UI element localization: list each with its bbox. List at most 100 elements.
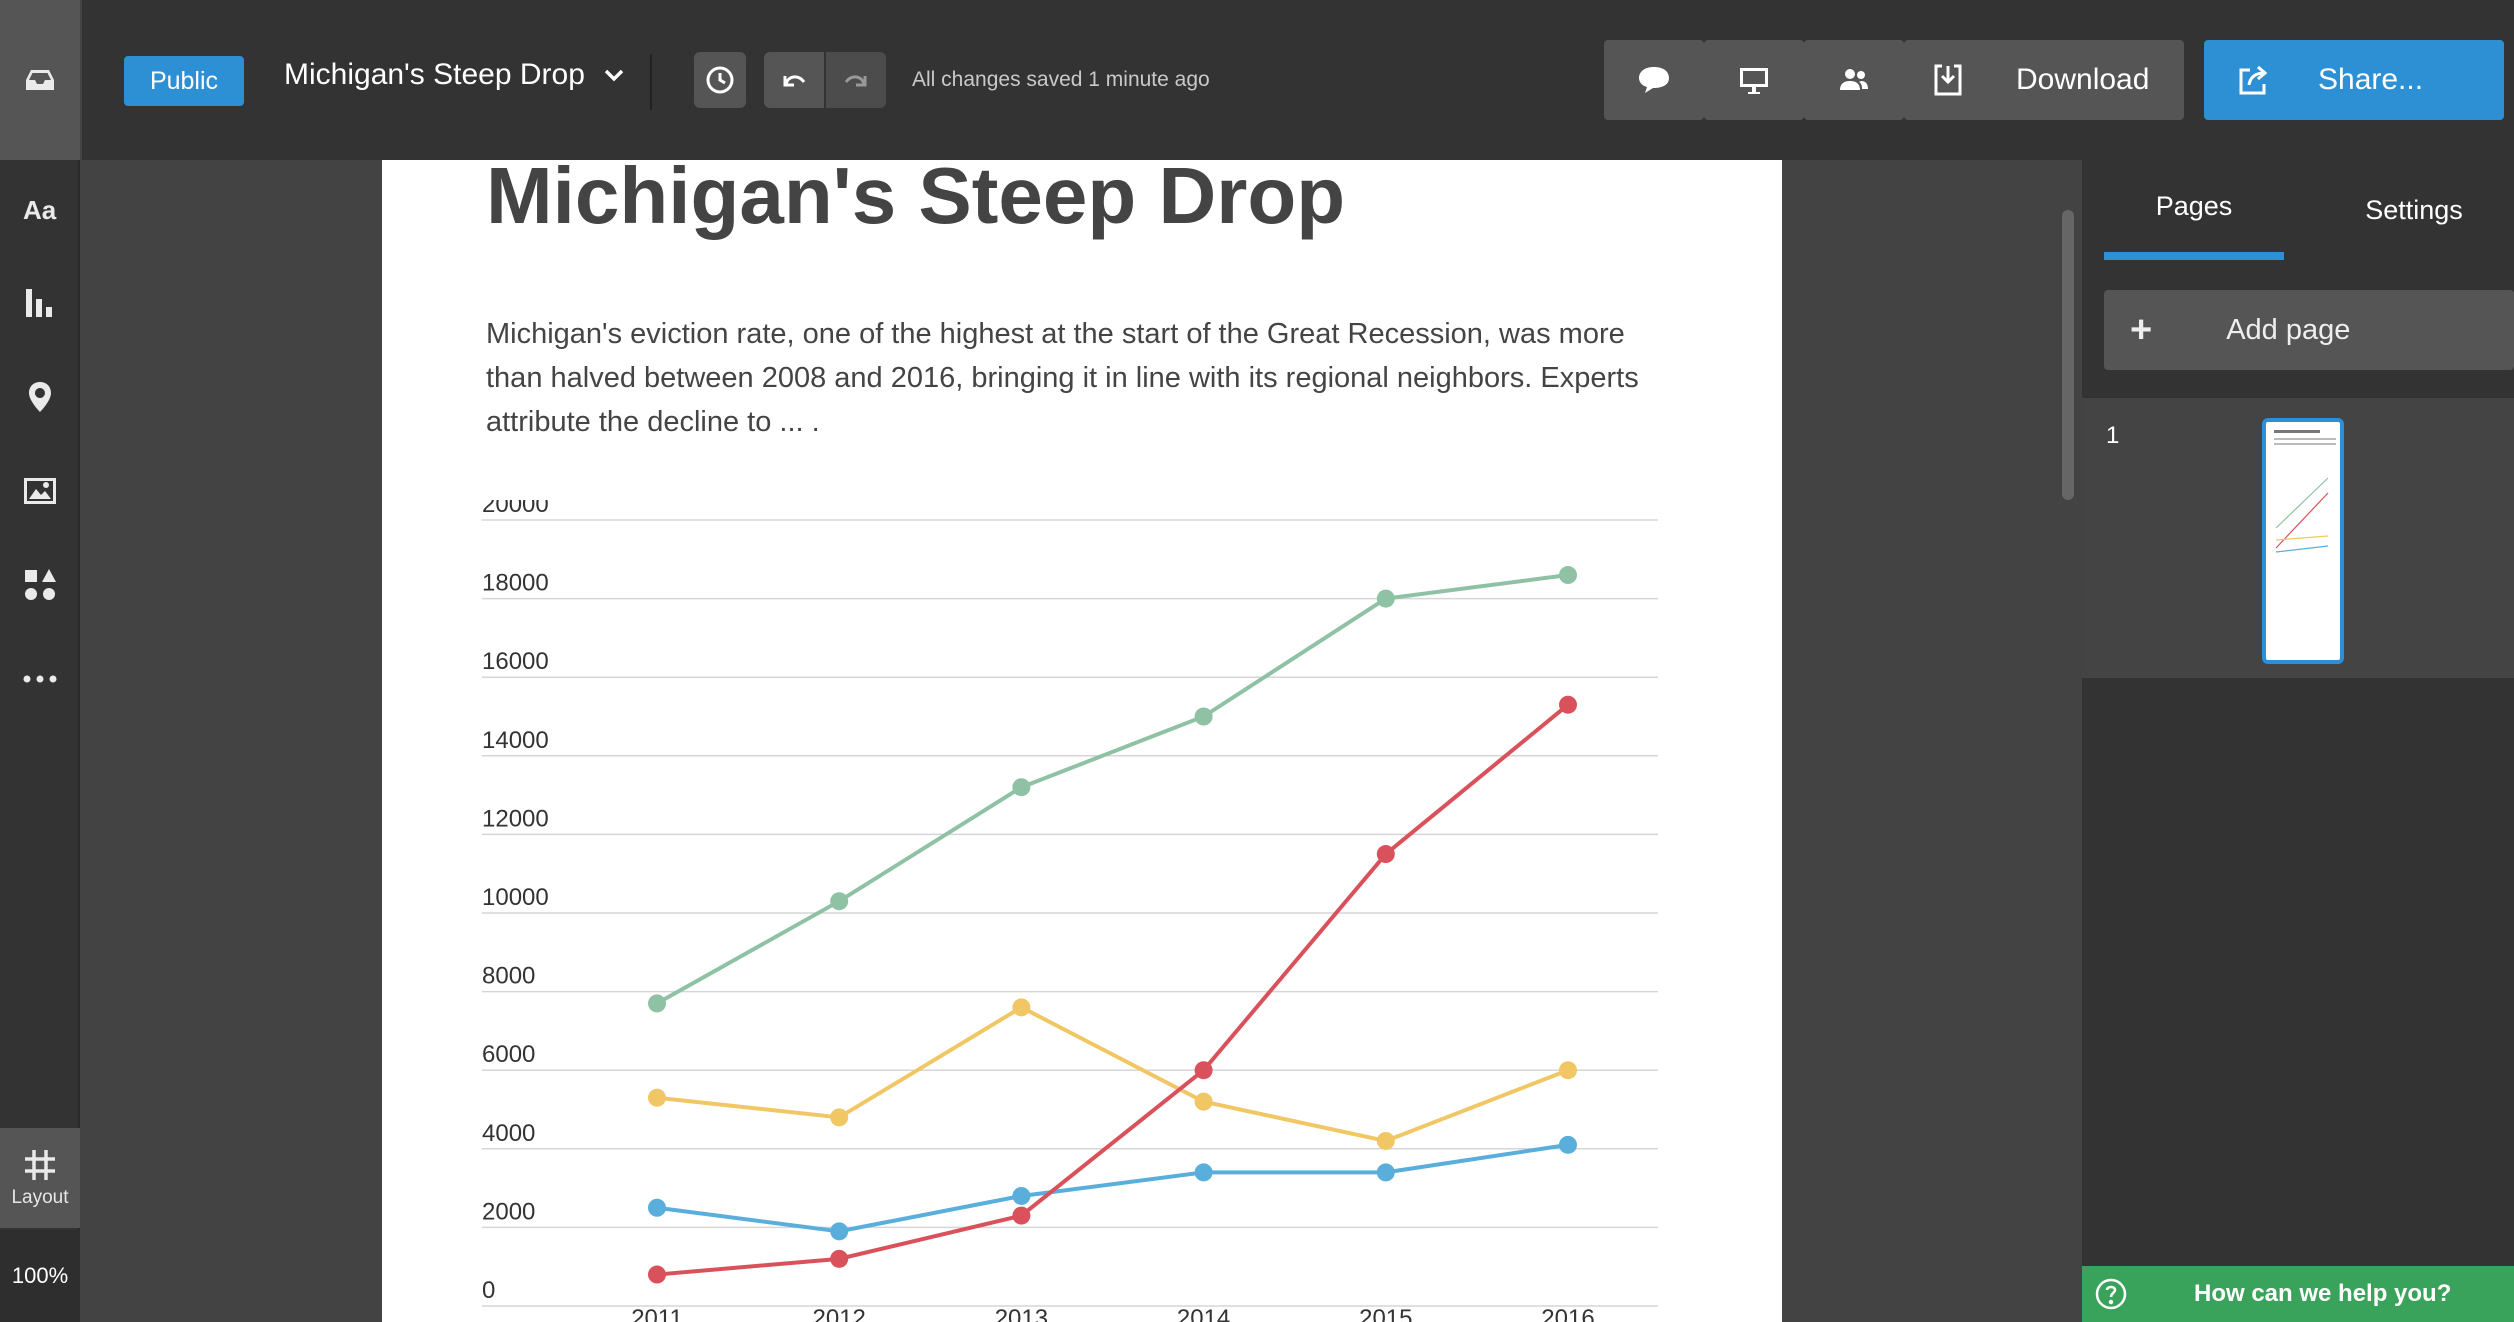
y-tick-label: 10000 bbox=[482, 884, 549, 911]
thumb-text-line bbox=[2274, 443, 2336, 445]
public-button[interactable]: Public bbox=[124, 56, 244, 106]
data-point[interactable] bbox=[1012, 1206, 1031, 1225]
chevron-down-icon bbox=[604, 69, 624, 82]
data-point[interactable] bbox=[648, 1088, 666, 1107]
redo-icon bbox=[844, 75, 867, 87]
canvas-scrollbar[interactable] bbox=[2062, 210, 2076, 1322]
right-panel: Pages Settings + Add page 1 How can we h… bbox=[2082, 160, 2514, 1322]
y-tick-label: 20000 bbox=[482, 500, 549, 518]
data-point[interactable] bbox=[1194, 1163, 1213, 1182]
thumb-text-line bbox=[2274, 438, 2336, 440]
shapes-tool-icon[interactable] bbox=[0, 540, 80, 630]
tab-pages[interactable]: Pages bbox=[2104, 160, 2284, 260]
history-button[interactable] bbox=[694, 52, 746, 108]
data-point[interactable] bbox=[648, 1198, 666, 1217]
chart-tool-icon[interactable] bbox=[0, 258, 80, 348]
data-point[interactable] bbox=[830, 892, 849, 911]
page-description[interactable]: Michigan's eviction rate, one of the hig… bbox=[486, 318, 1639, 438]
series-line[interactable] bbox=[656, 1142, 1569, 1234]
top-toolbar: Public Michigan's Steep Drop All changes… bbox=[82, 0, 2514, 160]
thumb-chart-icon bbox=[2275, 477, 2329, 553]
x-tick-label: 2013 bbox=[995, 1305, 1048, 1322]
data-point[interactable] bbox=[830, 1222, 849, 1241]
data-point[interactable] bbox=[1376, 589, 1395, 608]
data-point[interactable] bbox=[1012, 1186, 1031, 1205]
redo-button[interactable] bbox=[826, 52, 886, 108]
left-toolbar: Aa Layout 100% bbox=[0, 0, 80, 1322]
share-icon bbox=[2239, 65, 2268, 95]
data-point[interactable] bbox=[1376, 1163, 1395, 1182]
layout-label: Layout bbox=[11, 1187, 69, 1208]
comment-button[interactable] bbox=[1604, 40, 1704, 120]
data-point[interactable] bbox=[1194, 1092, 1213, 1111]
y-tick-label: 8000 bbox=[482, 963, 535, 990]
share-button[interactable]: Share... bbox=[2204, 40, 2504, 120]
series-line[interactable] bbox=[656, 703, 1570, 1277]
image-tool-icon[interactable] bbox=[0, 446, 80, 536]
download-icon bbox=[1934, 64, 1962, 96]
x-tick-label: 2012 bbox=[813, 1305, 866, 1322]
monitor-icon bbox=[1740, 68, 1768, 94]
zoom-level[interactable]: 100% bbox=[0, 1230, 80, 1322]
data-point[interactable] bbox=[1376, 1131, 1395, 1150]
download-label: Download bbox=[2016, 63, 2150, 96]
data-point[interactable] bbox=[1559, 566, 1577, 585]
data-point[interactable] bbox=[1012, 998, 1031, 1017]
present-button[interactable] bbox=[1704, 40, 1804, 120]
more-tools-icon[interactable] bbox=[0, 634, 80, 724]
x-tick-label: 2015 bbox=[1359, 1305, 1412, 1322]
save-status: All changes saved 1 minute ago bbox=[912, 68, 1210, 91]
data-point[interactable] bbox=[648, 1265, 666, 1284]
x-tick-label: 2016 bbox=[1541, 1305, 1594, 1322]
data-point[interactable] bbox=[1559, 1135, 1577, 1154]
undo-button[interactable] bbox=[764, 52, 824, 108]
y-tick-label: 0 bbox=[482, 1277, 495, 1304]
page-title[interactable]: Michigan's Steep Drop bbox=[486, 151, 1346, 240]
data-point[interactable] bbox=[1194, 707, 1213, 726]
data-point[interactable] bbox=[1559, 1061, 1577, 1080]
x-tick-label: 2011 bbox=[631, 1305, 683, 1322]
add-page-label: Add page bbox=[2226, 313, 2351, 346]
document-title: Michigan's Steep Drop bbox=[284, 58, 585, 91]
plus-icon: + bbox=[2130, 308, 2153, 351]
y-tick-label: 16000 bbox=[482, 648, 549, 675]
canvas-page[interactable]: Michigan's Steep Drop Michigan's evictio… bbox=[382, 151, 1782, 1322]
toolbar-divider bbox=[650, 54, 652, 110]
add-page-button[interactable]: + Add page bbox=[2104, 290, 2514, 370]
scrollbar-thumb[interactable] bbox=[2062, 210, 2074, 500]
clock-icon bbox=[706, 66, 734, 94]
y-tick-label: 6000 bbox=[482, 1041, 535, 1068]
svg-text:Aa: Aa bbox=[23, 195, 57, 225]
help-label: How can we help you? bbox=[2194, 1280, 2452, 1307]
x-tick-label: 2014 bbox=[1177, 1305, 1230, 1322]
grid-hash-icon bbox=[25, 1150, 55, 1180]
home-tray-icon[interactable] bbox=[0, 0, 80, 160]
layout-button[interactable]: Layout bbox=[0, 1128, 80, 1228]
data-point[interactable] bbox=[1194, 1061, 1213, 1080]
series-line[interactable] bbox=[656, 573, 1569, 1006]
map-tool-icon[interactable] bbox=[0, 352, 80, 442]
download-button[interactable]: Download bbox=[1904, 40, 2184, 120]
series-line[interactable] bbox=[656, 1005, 1569, 1144]
y-tick-label: 18000 bbox=[482, 570, 549, 597]
data-point[interactable] bbox=[1559, 695, 1577, 714]
data-point[interactable] bbox=[830, 1108, 849, 1127]
question-circle-icon bbox=[2095, 1278, 2127, 1310]
speech-bubble-icon bbox=[1639, 67, 1669, 93]
data-point[interactable] bbox=[830, 1249, 849, 1268]
text-tool-icon[interactable]: Aa bbox=[0, 164, 80, 254]
help-button[interactable]: How can we help you? bbox=[2082, 1266, 2514, 1322]
y-tick-label: 12000 bbox=[482, 805, 549, 832]
tab-settings[interactable]: Settings bbox=[2365, 194, 2463, 225]
page-thumbnail[interactable] bbox=[2262, 418, 2344, 664]
users-icon bbox=[1840, 69, 1868, 90]
document-title-dropdown[interactable]: Michigan's Steep Drop bbox=[284, 58, 627, 92]
thumb-title-line bbox=[2274, 430, 2320, 433]
data-point[interactable] bbox=[648, 994, 666, 1013]
line-chart[interactable]: 0 2000 4000 6000 8000 10000 12000 14000 16000 180… bbox=[382, 500, 1782, 1322]
data-point[interactable] bbox=[1376, 845, 1395, 864]
data-point[interactable] bbox=[1012, 778, 1031, 797]
y-tick-label: 2000 bbox=[482, 1198, 535, 1225]
collaborators-button[interactable] bbox=[1804, 40, 1904, 120]
page-list: 1 bbox=[2082, 398, 2514, 678]
